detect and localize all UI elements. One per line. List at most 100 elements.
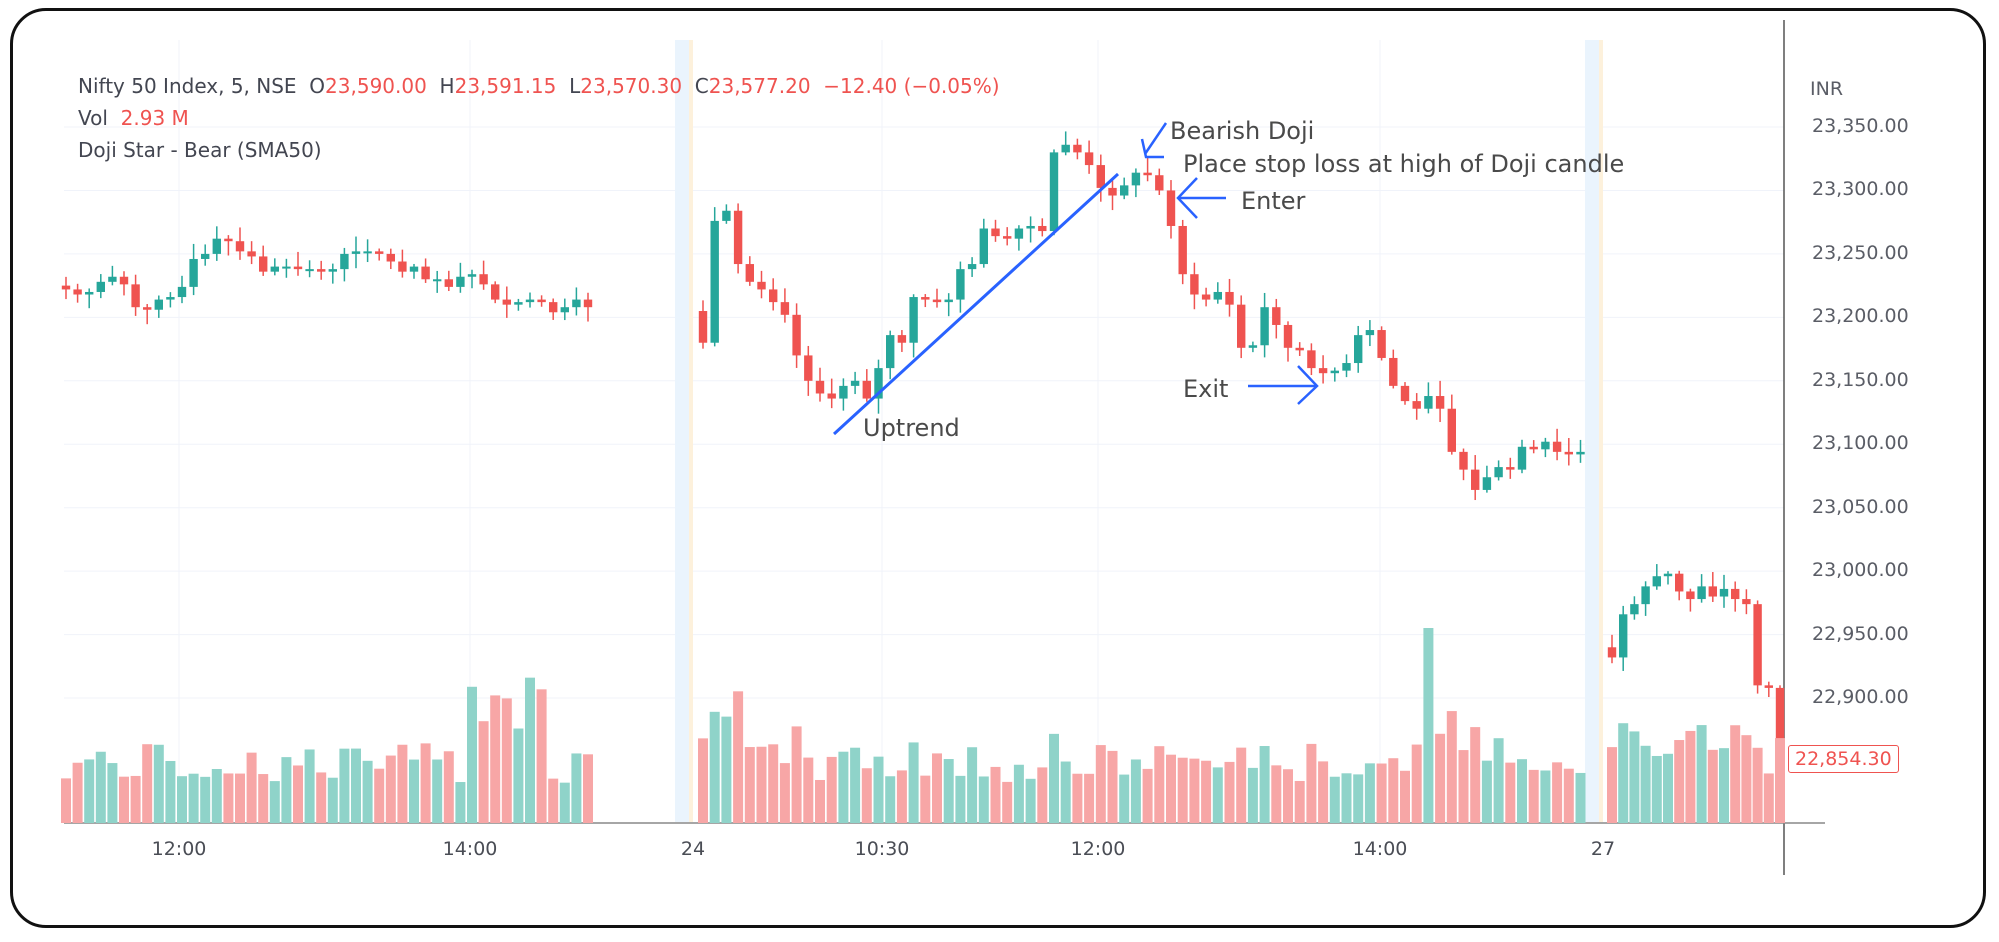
current-price-badge: 22,854.30 [1788, 745, 1899, 773]
price-tick: 22,950.00 [1812, 622, 1909, 645]
candle-body [386, 253, 395, 262]
volume-bar [362, 760, 373, 823]
volume-bar [571, 753, 582, 823]
volume-bar [1166, 754, 1176, 823]
session-break [1585, 40, 1599, 822]
candle-body [1201, 294, 1211, 300]
volume-bar [467, 686, 477, 823]
volume-bar [432, 759, 443, 823]
candle-body [1412, 401, 1421, 409]
candle-body [1038, 225, 1047, 232]
candle-body [1084, 152, 1094, 166]
volume-bar [1575, 772, 1586, 823]
candle-body [1576, 451, 1585, 455]
volume-bar [1025, 778, 1036, 823]
volume-bar [1640, 745, 1651, 823]
volume-bar [1224, 761, 1235, 823]
candle-body [456, 276, 465, 287]
candle-body [398, 261, 407, 272]
candle-body [1108, 187, 1117, 196]
volume-bar [478, 721, 489, 823]
volume-bar [838, 751, 849, 823]
volume-bar [420, 743, 431, 823]
volume-bar [258, 774, 269, 823]
candle-body [502, 299, 511, 305]
candle-body [1061, 144, 1070, 153]
candle-body [1775, 687, 1785, 757]
open-value: 23,590.00 [325, 74, 427, 98]
volume-bar [374, 768, 385, 823]
candle-body [769, 289, 778, 303]
candle-body [177, 286, 187, 298]
volume-bar [1446, 711, 1457, 823]
volume-bar [791, 726, 802, 823]
candle-body [514, 302, 523, 305]
candle-body [1003, 236, 1012, 239]
time-tick: 12:00 [1070, 838, 1126, 860]
volume-bar [1318, 761, 1329, 823]
candle-body [1459, 451, 1468, 470]
volume-bar [304, 749, 315, 823]
candle-body [409, 266, 419, 272]
candle-body [1400, 385, 1410, 402]
volume-bar [1037, 767, 1048, 823]
low-value: 23,570.30 [580, 74, 683, 98]
high-value: 23,591.15 [454, 74, 557, 98]
volume-bar [861, 768, 872, 823]
candle-body [1178, 225, 1187, 275]
price-tick: 23,000.00 [1812, 559, 1909, 582]
legend-indicator[interactable]: Doji Star - Bear (SMA50) [78, 138, 322, 162]
candle-body [698, 311, 708, 343]
candle-body [293, 266, 303, 270]
candle-body [1506, 467, 1515, 470]
candle-body [433, 279, 442, 282]
candle-body [1237, 304, 1246, 348]
candle-body [1731, 588, 1740, 600]
volume-bar [1651, 755, 1662, 823]
volume-bar [1540, 770, 1551, 823]
candle-body [1482, 477, 1492, 490]
candle-body [815, 380, 825, 394]
candle-body [780, 302, 790, 315]
candle-body [154, 299, 163, 310]
volume-bar [339, 748, 350, 823]
volume-bar [1629, 731, 1640, 823]
open-label: O [309, 74, 326, 98]
candle-body [1663, 573, 1673, 577]
candle-body [421, 266, 430, 280]
price-tick: 23,350.00 [1812, 115, 1909, 137]
time-tick: 27 [1590, 838, 1616, 860]
candle-body [979, 228, 988, 265]
volume-bar [1013, 764, 1024, 823]
candle-body [189, 258, 198, 287]
candle-body [1272, 307, 1281, 325]
candle-body [921, 297, 930, 300]
candle-body [909, 297, 918, 343]
annotation-stop-loss: Place stop loss at high of Doji candle [1183, 150, 1625, 178]
volume-bar [1271, 765, 1282, 823]
volume-bar [235, 773, 245, 823]
annotation-enter: Enter [1241, 187, 1306, 215]
candle-body [375, 251, 384, 254]
volume-bar [1423, 628, 1434, 823]
candle-body [143, 307, 152, 310]
volume-bar [756, 746, 767, 823]
candle-body [1248, 345, 1258, 348]
candle-body [270, 266, 279, 272]
volume-bar [1752, 747, 1763, 823]
volume-bar [1552, 762, 1563, 823]
volume-bar [153, 744, 164, 823]
annotation-bearish-doji: Bearish Doji [1170, 117, 1315, 145]
time-tick: 14:00 [1352, 838, 1408, 860]
volume-bar [316, 772, 327, 823]
candle-body [1764, 685, 1773, 688]
volume-bar [409, 759, 419, 823]
volume-bar [1154, 746, 1165, 823]
arrow-head [1140, 138, 1164, 159]
candle-body [491, 284, 500, 300]
volume-bar [1458, 750, 1469, 823]
volume-bar [1741, 735, 1752, 823]
volume-bar [1119, 774, 1130, 823]
volume-bar [908, 742, 919, 823]
